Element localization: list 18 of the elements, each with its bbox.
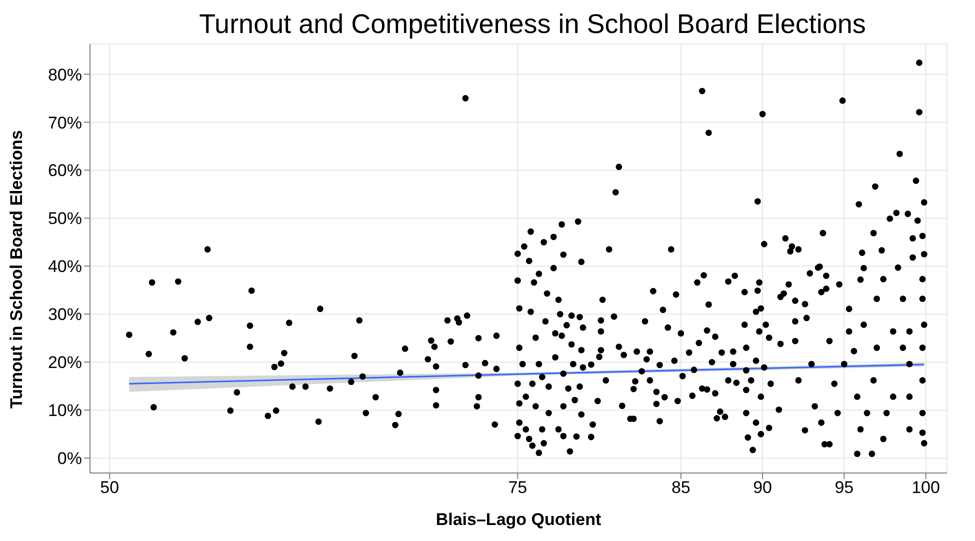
x-tick-label: 100 bbox=[912, 478, 940, 498]
x-tick-label: 85 bbox=[671, 478, 690, 498]
chart-title: Turnout and Competitiveness in School Board Elections bbox=[198, 8, 867, 40]
y-tick-label: 40% bbox=[48, 257, 82, 276]
y-tick-label: 10% bbox=[48, 401, 82, 420]
y-tick-label: 60% bbox=[48, 161, 82, 180]
x-tick-label: 50 bbox=[100, 478, 120, 498]
y-axis-title: Turnout in School Board Elections bbox=[7, 130, 26, 408]
x-tick-label: 90 bbox=[753, 478, 772, 498]
x-tick-label: 75 bbox=[508, 478, 528, 498]
y-tick-label: 50% bbox=[48, 209, 82, 228]
y-tick-label: 30% bbox=[48, 305, 82, 324]
y-tick-label: 80% bbox=[48, 65, 82, 84]
x-axis-title: Blais–Lago Quotient bbox=[436, 510, 602, 529]
y-tick-label: 20% bbox=[48, 353, 82, 372]
x-tick-label: 95 bbox=[834, 478, 854, 498]
y-tick-label: 70% bbox=[48, 113, 82, 132]
y-tick-label: 0% bbox=[57, 449, 82, 468]
